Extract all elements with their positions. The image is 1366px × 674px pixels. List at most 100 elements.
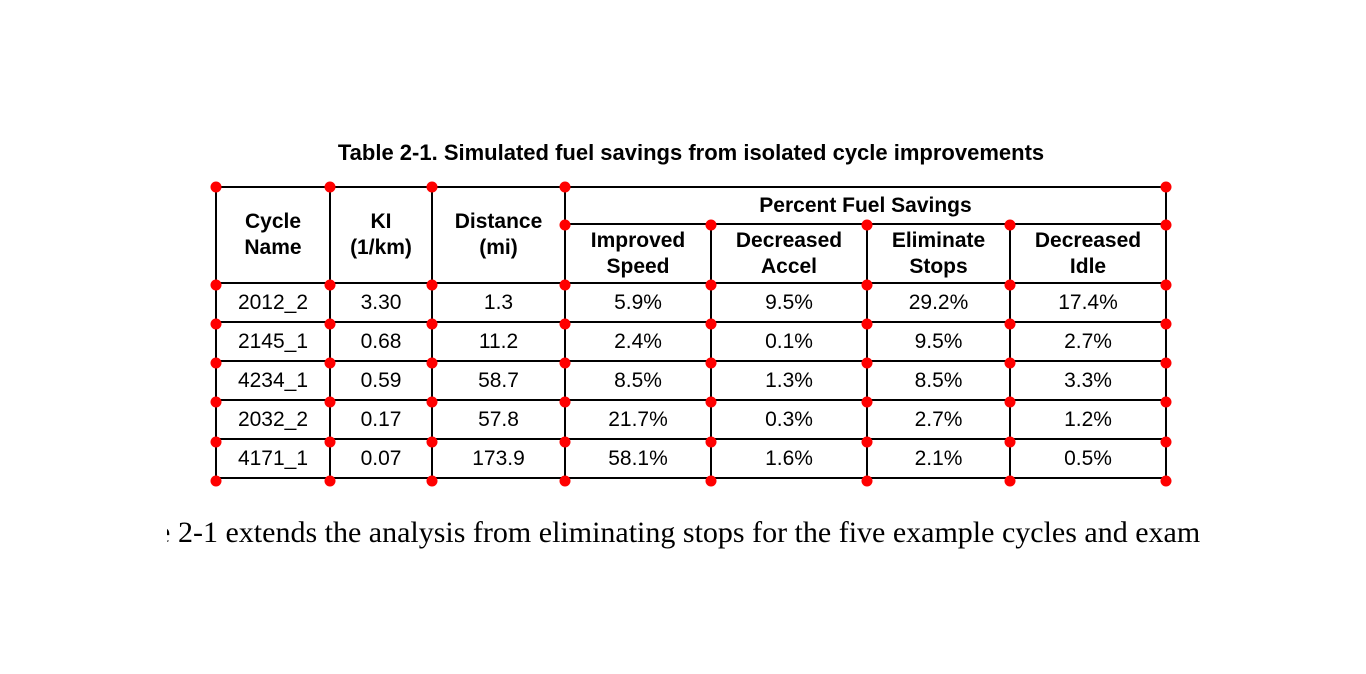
grid-marker-dot[interactable] <box>324 396 336 408</box>
header-line: KI <box>370 210 392 233</box>
table-caption: Table 2-1. Simulated fuel savings from i… <box>337 140 1045 165</box>
header-line: (1/km) <box>350 236 412 259</box>
grid-marker-dot[interactable] <box>426 357 438 369</box>
grid-marker-dot[interactable] <box>1160 181 1172 193</box>
cell-decreased-idle: 3.3% <box>1009 360 1167 401</box>
grid-marker-dot[interactable] <box>1160 357 1172 369</box>
grid-marker-dot[interactable] <box>705 436 717 448</box>
grid-marker-dot[interactable] <box>559 357 571 369</box>
grid-marker-dot[interactable] <box>426 279 438 291</box>
grid-marker-dot[interactable] <box>1160 475 1172 487</box>
header-line: Distance <box>454 210 543 233</box>
col-header-improved-speed: Improved Speed <box>564 223 712 284</box>
grid-marker-dot[interactable] <box>1004 219 1016 231</box>
grid-marker-dot[interactable] <box>861 318 873 330</box>
grid-marker-dot[interactable] <box>426 396 438 408</box>
grid-marker-dot[interactable] <box>559 436 571 448</box>
cell-improved-speed: 2.4% <box>564 321 712 362</box>
header-line: Eliminate <box>891 228 986 252</box>
clipped-char: e <box>167 518 170 548</box>
table-row: 2145_1 0.68 11.2 2.4% 0.1% 9.5% 2.7% <box>215 321 1167 362</box>
grid-marker-dot[interactable] <box>324 279 336 291</box>
col-header-decreased-idle: Decreased Idle <box>1009 223 1167 284</box>
grid-marker-dot[interactable] <box>559 279 571 291</box>
grid-marker-dot[interactable] <box>1004 279 1016 291</box>
grid-marker-dot[interactable] <box>210 318 222 330</box>
grid-marker-dot[interactable] <box>324 436 336 448</box>
grid-marker-dot[interactable] <box>1004 396 1016 408</box>
grid-marker-dot[interactable] <box>861 279 873 291</box>
cell-eliminate-stops: 8.5% <box>866 360 1011 401</box>
grid-marker-dot[interactable] <box>426 318 438 330</box>
cell-distance: 11.2 <box>431 321 566 362</box>
grid-marker-dot[interactable] <box>559 475 571 487</box>
grid-marker-dot[interactable] <box>210 279 222 291</box>
body-text-line: 2-1 extends the analysis from eliminatin… <box>178 516 1201 549</box>
header-line: Name <box>244 236 302 259</box>
cell-ki: 0.59 <box>329 360 433 401</box>
cell-ki: 0.07 <box>329 438 433 479</box>
cell-distance: 1.3 <box>431 282 566 323</box>
grid-marker-dot[interactable] <box>324 181 336 193</box>
grid-marker-dot[interactable] <box>210 396 222 408</box>
grid-marker-dot[interactable] <box>705 357 717 369</box>
cell-decreased-idle: 2.7% <box>1009 321 1167 362</box>
grid-marker-dot[interactable] <box>1160 279 1172 291</box>
grid-marker-dot[interactable] <box>1160 219 1172 231</box>
grid-marker-dot[interactable] <box>559 396 571 408</box>
grid-marker-dot[interactable] <box>861 436 873 448</box>
cell-improved-speed: 8.5% <box>564 360 712 401</box>
grid-marker-dot[interactable] <box>861 219 873 231</box>
grid-marker-dot[interactable] <box>1004 318 1016 330</box>
grid-marker-dot[interactable] <box>210 436 222 448</box>
col-header-cycle-name: Cycle Name <box>215 186 331 284</box>
col-header-ki: KI (1/km) <box>329 186 433 284</box>
grid-marker-dot[interactable] <box>705 279 717 291</box>
grid-marker-dot[interactable] <box>1004 357 1016 369</box>
cell-eliminate-stops: 2.1% <box>866 438 1011 479</box>
header-line: Stops <box>909 254 968 278</box>
grid-marker-dot[interactable] <box>1160 318 1172 330</box>
grid-marker-dot[interactable] <box>210 181 222 193</box>
table-row: 2012_2 3.30 1.3 5.9% 9.5% 29.2% 17.4% <box>215 282 1167 323</box>
grid-marker-dot[interactable] <box>861 357 873 369</box>
cell-improved-speed: 21.7% <box>564 399 712 440</box>
grid-marker-dot[interactable] <box>210 475 222 487</box>
grid-marker-dot[interactable] <box>426 475 438 487</box>
cell-decreased-accel: 1.6% <box>710 438 868 479</box>
cell-decreased-accel: 9.5% <box>710 282 868 323</box>
grid-marker-dot[interactable] <box>1160 436 1172 448</box>
grid-marker-dot[interactable] <box>705 219 717 231</box>
cell-decreased-idle: 0.5% <box>1009 438 1167 479</box>
cell-ki: 3.30 <box>329 282 433 323</box>
grid-marker-dot[interactable] <box>1004 475 1016 487</box>
grid-marker-dot[interactable] <box>559 318 571 330</box>
cell-distance: 57.8 <box>431 399 566 440</box>
cell-cycle-name: 4234_1 <box>215 360 331 401</box>
grid-marker-dot[interactable] <box>324 357 336 369</box>
grid-marker-dot[interactable] <box>861 396 873 408</box>
grid-marker-dot[interactable] <box>705 475 717 487</box>
grid-marker-dot[interactable] <box>559 181 571 193</box>
grid-marker-dot[interactable] <box>1004 436 1016 448</box>
fuel-savings-table: Cycle Name KI (1/km) Distance (mi) Perce… <box>215 186 1167 479</box>
grid-marker-dot[interactable] <box>210 357 222 369</box>
cell-distance: 58.7 <box>431 360 566 401</box>
grid-marker-dot[interactable] <box>705 318 717 330</box>
grid-marker-dot[interactable] <box>426 181 438 193</box>
col-header-decreased-accel: Decreased Accel <box>710 223 868 284</box>
cell-eliminate-stops: 9.5% <box>866 321 1011 362</box>
grid-marker-dot[interactable] <box>559 219 571 231</box>
cell-ki: 0.68 <box>329 321 433 362</box>
grid-marker-dot[interactable] <box>1160 396 1172 408</box>
grid-marker-dot[interactable] <box>324 475 336 487</box>
header-line: Improved <box>590 228 686 252</box>
cell-eliminate-stops: 29.2% <box>866 282 1011 323</box>
grid-marker-dot[interactable] <box>705 396 717 408</box>
grid-marker-dot[interactable] <box>861 475 873 487</box>
grid-marker-dot[interactable] <box>324 318 336 330</box>
cell-ki: 0.17 <box>329 399 433 440</box>
col-header-distance: Distance (mi) <box>431 186 566 284</box>
grid-marker-dot[interactable] <box>426 436 438 448</box>
header-line: (mi) <box>479 236 518 259</box>
